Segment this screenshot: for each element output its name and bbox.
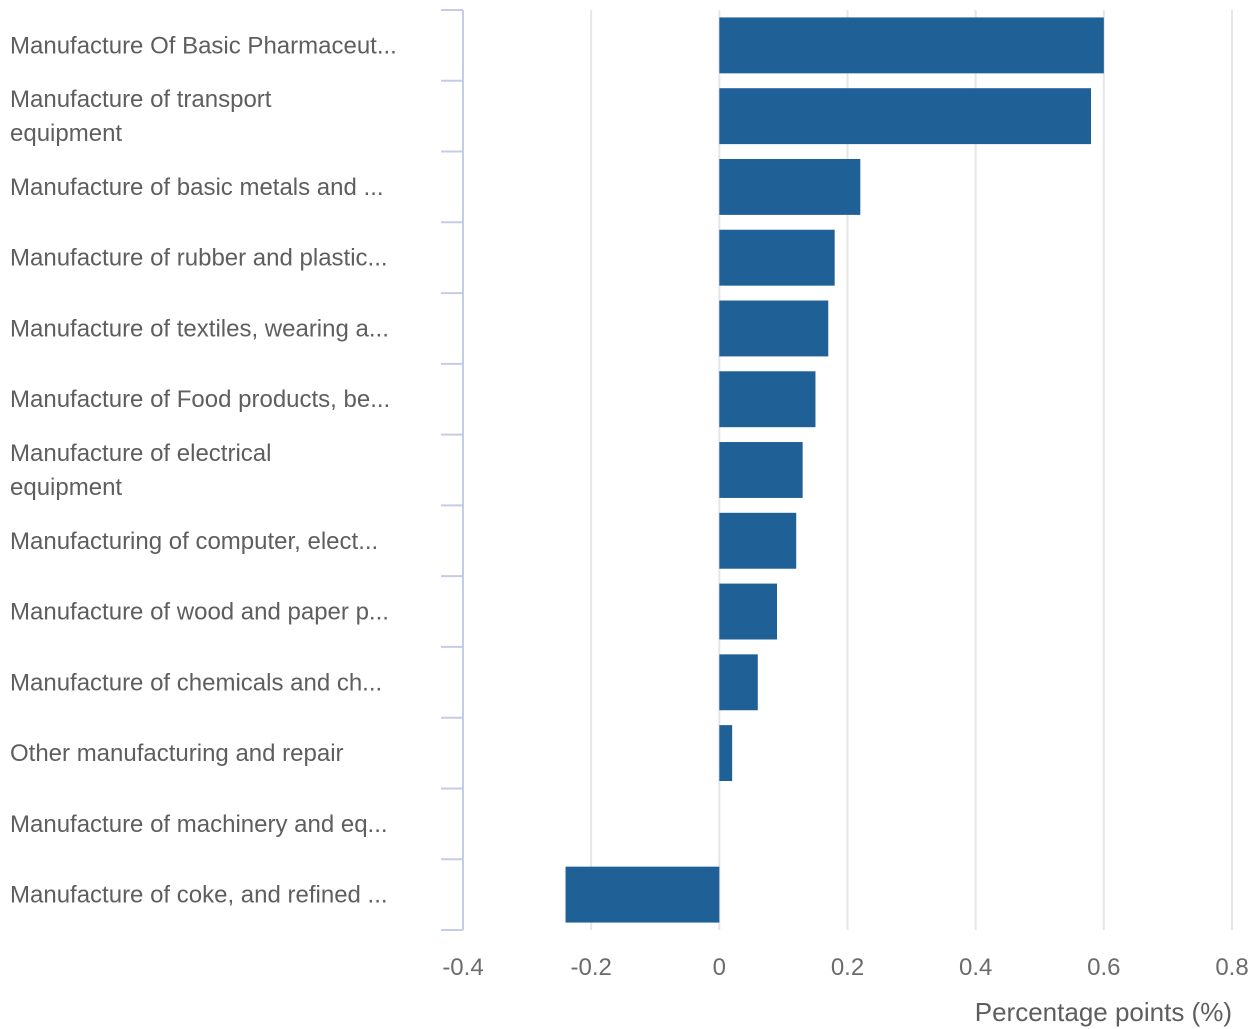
bar	[719, 229, 835, 286]
x-tick-label: 0.4	[959, 954, 992, 981]
category-label: Manufacture of Food products, be...	[10, 386, 390, 413]
x-tick-label: -0.4	[442, 954, 483, 981]
bar	[719, 654, 758, 711]
x-axis-title: Percentage points (%)	[975, 997, 1232, 1027]
bar	[719, 371, 816, 428]
x-tick-label: -0.2	[570, 954, 611, 981]
bar	[719, 583, 778, 640]
category-label: Manufacturing of computer, elect...	[10, 528, 378, 555]
category-label: Other manufacturing and repair	[10, 740, 344, 767]
bar	[719, 17, 1104, 74]
bar	[719, 300, 829, 357]
category-label: Manufacture of wood and paper p...	[10, 599, 389, 626]
category-label: Manufacture of basic metals and ...	[10, 174, 384, 201]
bar	[565, 866, 720, 923]
x-tick-label: 0.8	[1215, 954, 1248, 981]
bar	[719, 442, 803, 498]
category-axis	[441, 9, 464, 931]
category-label: Manufacture of chemicals and ch...	[10, 669, 382, 696]
category-label: Manufacture of rubber and plastic...	[10, 245, 388, 272]
gridlines	[590, 10, 1233, 930]
category-label: Manufacture Of Basic Pharmaceut...	[10, 32, 397, 59]
x-tick-labels: -0.4 -0.2 0 0.2 0.4 0.6 0.8	[442, 954, 1248, 981]
bar	[719, 512, 797, 569]
bar	[719, 88, 1092, 145]
bars	[565, 17, 1104, 923]
category-label: Manufacture of coke, and refined ...	[10, 882, 388, 909]
category-label: Manufacture of textiles, wearing a...	[10, 315, 389, 342]
category-label: Manufacture of machinery and eq...	[10, 811, 388, 838]
category-labels: Manufacture Of Basic Pharmaceut... Manufa…	[10, 32, 397, 908]
x-tick-label: 0.6	[1087, 954, 1120, 981]
bar	[719, 158, 861, 215]
category-label: Manufacture of electrical equipment	[10, 440, 271, 501]
category-label: Manufacture of transport equipment	[10, 86, 272, 147]
bar	[719, 725, 733, 782]
x-tick-label: 0.2	[831, 954, 864, 981]
x-tick-label: 0	[713, 954, 726, 981]
